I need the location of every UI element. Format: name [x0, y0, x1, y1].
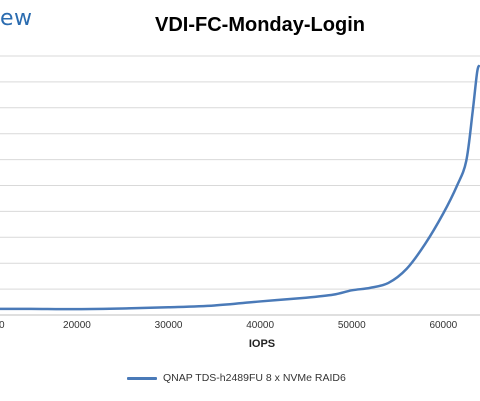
legend-swatch: [127, 376, 157, 380]
series-lines: [0, 64, 480, 311]
legend-label: QNAP TDS-h2489FU 8 x NVMe RAID6: [163, 372, 346, 384]
x-axis-ticks: 20000 30000 40000 50000 60000 0: [0, 320, 458, 331]
x-tick-label: 40000: [246, 320, 274, 331]
logo-text: ew: [0, 6, 33, 31]
x-tick-label: 20000: [63, 320, 91, 331]
legend: QNAP TDS-h2489FU 8 x NVMe RAID6: [127, 372, 346, 384]
series-line: [0, 64, 480, 311]
gridlines: [0, 55, 480, 316]
x-tick-label-clipped: 0: [0, 320, 5, 331]
chart-title: VDI-FC-Monday-Login: [155, 14, 365, 36]
x-axis-label: IOPS: [249, 338, 275, 350]
x-tick-label: 30000: [155, 320, 183, 331]
x-tick-label: 60000: [429, 320, 457, 331]
x-tick-label: 50000: [338, 320, 366, 331]
